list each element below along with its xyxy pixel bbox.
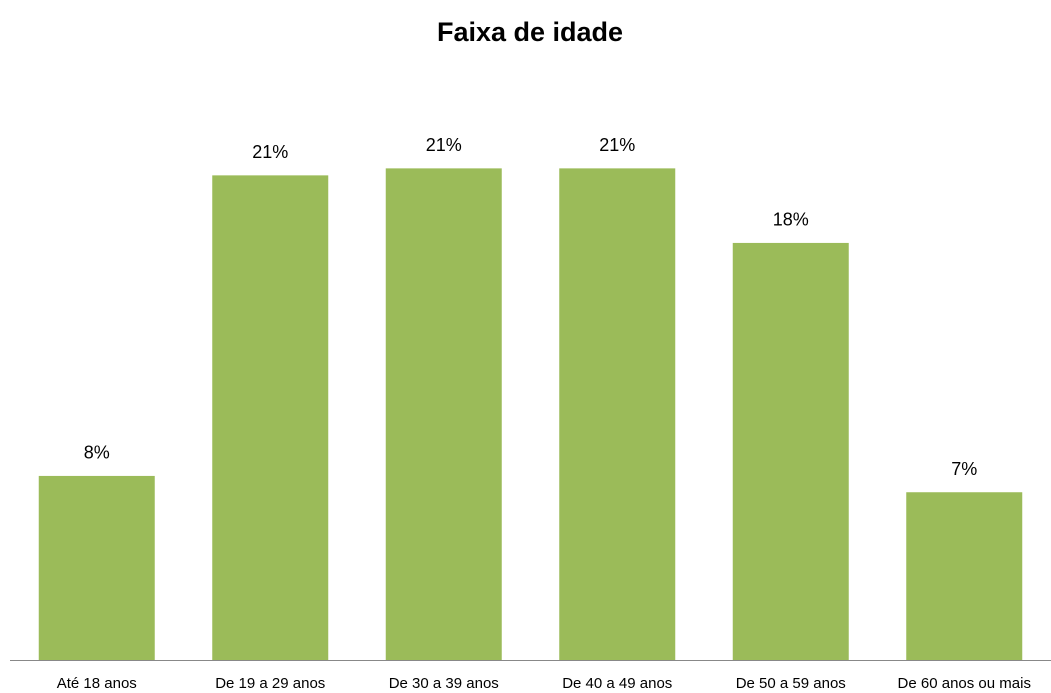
bar bbox=[385, 168, 502, 660]
x-tick-label: De 60 anos ou mais bbox=[898, 675, 1031, 692]
x-tick-label: De 19 a 29 anos bbox=[215, 675, 325, 692]
x-tick-label: De 30 a 39 anos bbox=[389, 675, 499, 692]
data-label: 21% bbox=[599, 135, 635, 155]
x-tick-label: De 50 a 59 anos bbox=[736, 675, 846, 692]
data-label: 21% bbox=[252, 142, 288, 162]
data-label: 21% bbox=[426, 135, 462, 155]
bar bbox=[38, 475, 155, 660]
bar bbox=[559, 168, 676, 660]
chart-title: Faixa de idade bbox=[437, 17, 623, 47]
x-tick-label: De 40 a 49 anos bbox=[562, 675, 672, 692]
x-tick-label: Até 18 anos bbox=[57, 675, 137, 692]
bar bbox=[732, 242, 849, 660]
bar bbox=[906, 492, 1023, 660]
data-label: 7% bbox=[951, 459, 977, 479]
bar bbox=[212, 175, 329, 661]
data-label: 18% bbox=[773, 210, 809, 230]
data-label: 8% bbox=[84, 443, 110, 463]
